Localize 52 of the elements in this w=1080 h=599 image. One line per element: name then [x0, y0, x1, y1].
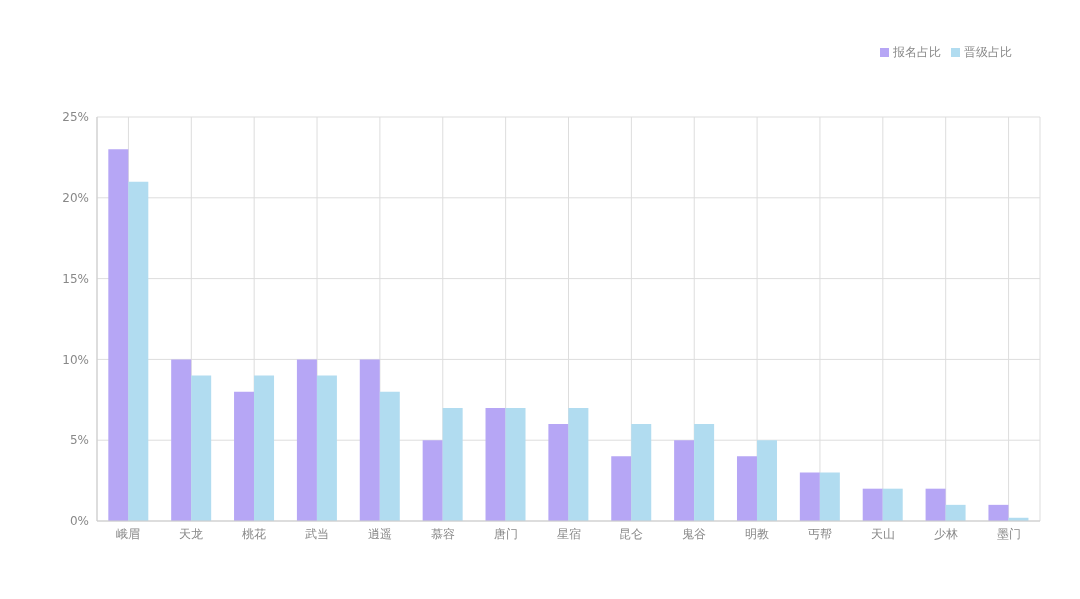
bar	[254, 375, 275, 521]
legend-label: 晋级占比	[964, 45, 1012, 59]
x-tick-label: 天龙	[179, 526, 204, 541]
bar	[736, 456, 757, 521]
bar	[379, 391, 400, 521]
y-tick-label: 20%	[62, 191, 89, 206]
bar	[108, 149, 129, 521]
x-tick-label: 武当	[305, 526, 330, 541]
bar	[422, 440, 443, 521]
bar	[191, 375, 212, 521]
legend-label: 报名占比	[893, 45, 941, 59]
y-tick-label: 25%	[62, 110, 89, 125]
x-tick-label: 丐帮	[807, 526, 832, 541]
bar	[945, 504, 966, 521]
x-tick-label: 逍遥	[367, 526, 392, 541]
bar	[316, 375, 337, 521]
bar	[674, 440, 695, 521]
x-tick-label: 明教	[745, 526, 770, 541]
bar	[694, 424, 715, 521]
y-tick-label: 5%	[69, 433, 89, 448]
bar	[925, 488, 946, 521]
x-tick-label: 鬼谷	[682, 526, 707, 541]
x-tick-label: 星宿	[556, 526, 581, 541]
bar	[862, 488, 883, 521]
y-tick-label: 0%	[69, 514, 89, 529]
x-tick-label: 桃花	[242, 526, 267, 541]
x-tick-label: 天山	[870, 526, 895, 541]
bar	[882, 488, 903, 521]
y-tick-label: 15%	[62, 271, 89, 286]
bar	[234, 391, 255, 521]
x-tick-label: 唐门	[493, 526, 518, 541]
bar	[819, 472, 840, 521]
bar	[548, 424, 569, 521]
bar	[568, 407, 589, 521]
bar	[171, 359, 192, 521]
bar	[799, 472, 820, 521]
bar	[359, 359, 380, 521]
x-tick-label: 峨眉	[116, 526, 141, 541]
bar	[631, 424, 652, 521]
bar	[296, 359, 317, 521]
x-tick-label: 墨门	[996, 526, 1021, 541]
bar	[485, 407, 506, 521]
bar	[611, 456, 632, 521]
x-tick-label: 慕容	[430, 526, 455, 541]
bar	[442, 407, 463, 521]
bar	[988, 504, 1009, 521]
x-tick-label: 昆仑	[619, 526, 644, 541]
bar	[505, 407, 526, 521]
y-tick-label: 10%	[62, 352, 89, 367]
x-tick-label: 少林	[933, 526, 958, 541]
bar	[128, 181, 149, 521]
bar	[756, 440, 777, 521]
